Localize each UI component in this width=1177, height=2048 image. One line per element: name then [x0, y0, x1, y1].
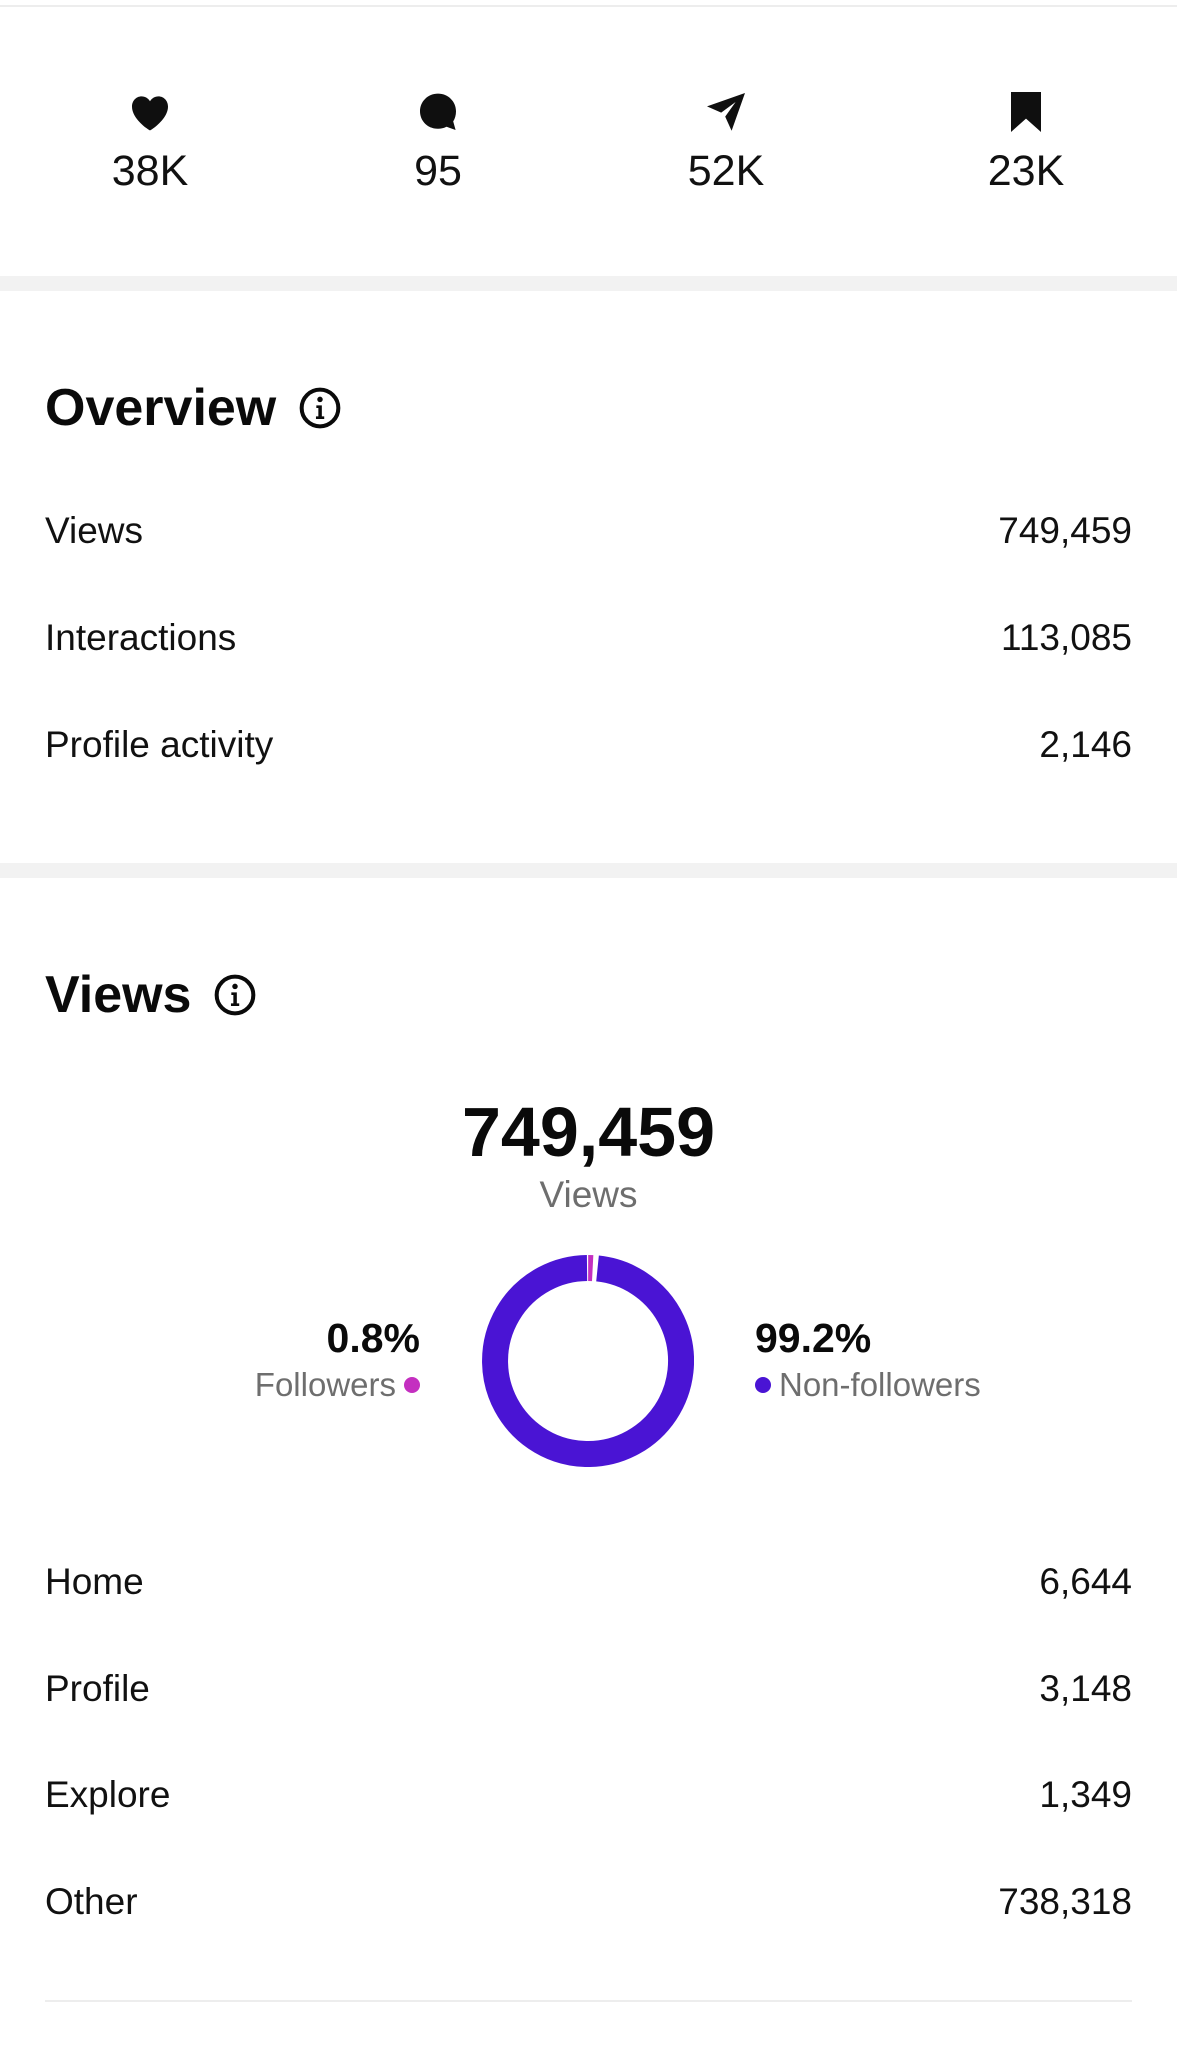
row-value: 749,459 [998, 510, 1132, 551]
comments-stat[interactable]: 95 [338, 88, 538, 196]
info-icon[interactable] [213, 973, 257, 1017]
bottom-divider [45, 2000, 1132, 2002]
saves-stat[interactable]: 23K [926, 88, 1126, 196]
overview-row-profile-activity[interactable]: Profile activity 2,146 [45, 720, 1132, 770]
views-total: 749,459 [461, 1093, 716, 1171]
non-followers-arc [482, 1255, 694, 1467]
likes-count: 38K [111, 147, 189, 195]
row-label: Interactions [45, 617, 237, 658]
views-heading: Views [45, 965, 257, 1025]
heart-icon [132, 96, 168, 131]
saves-count: 23K [987, 147, 1065, 195]
views-title: Views [45, 966, 192, 1024]
non-followers-dot [755, 1377, 771, 1393]
overview-row-views[interactable]: Views 749,459 [45, 506, 1132, 556]
info-icon[interactable] [298, 386, 342, 430]
row-label: Home [45, 1561, 144, 1602]
engagement-stats-row: 38K 95 52K 23K [0, 88, 1177, 218]
row-value: 6,644 [1039, 1561, 1132, 1602]
non-followers-legend: 99.2% Non-followers [755, 1313, 981, 1407]
top-divider [0, 5, 1177, 7]
followers-percent: 0.8% [326, 1315, 420, 1361]
views-source-row-home[interactable]: Home 6,644 [45, 1557, 1132, 1607]
non-followers-percent: 99.2% [755, 1315, 872, 1361]
followers-label: Followers [254, 1366, 396, 1403]
non-followers-label-row: Non-followers [755, 1363, 981, 1407]
shares-stat[interactable]: 52K [626, 88, 826, 196]
non-followers-label: Non-followers [779, 1366, 981, 1403]
likes-stat[interactable]: 38K [50, 88, 250, 196]
section-divider [0, 276, 1177, 291]
views-donut-chart [482, 1255, 694, 1467]
followers-dot [404, 1377, 420, 1393]
row-label: Profile activity [45, 724, 274, 765]
row-value: 738,318 [998, 1881, 1132, 1922]
shares-count: 52K [687, 147, 765, 195]
share-icon [707, 93, 745, 131]
row-value: 1,349 [1039, 1774, 1132, 1815]
row-value: 113,085 [1001, 617, 1132, 658]
comment-icon [420, 93, 456, 130]
followers-legend: 0.8% Followers [255, 1313, 420, 1407]
comments-count: 95 [414, 147, 462, 195]
row-label: Explore [45, 1774, 171, 1815]
row-label: Views [45, 510, 144, 551]
overview-row-interactions[interactable]: Interactions 113,085 [45, 613, 1132, 663]
row-label: Other [45, 1881, 138, 1922]
section-divider [0, 863, 1177, 878]
views-source-row-profile[interactable]: Profile 3,148 [45, 1664, 1132, 1714]
bookmark-icon [1011, 92, 1041, 132]
row-label: Profile [45, 1668, 150, 1709]
row-value: 3,148 [1039, 1668, 1132, 1709]
overview-title: Overview [45, 379, 277, 437]
overview-heading: Overview [45, 378, 342, 438]
views-source-row-other[interactable]: Other 738,318 [45, 1877, 1132, 1927]
row-value: 2,146 [1039, 724, 1132, 765]
views-total-caption: Views [539, 1174, 638, 1215]
followers-label-row: Followers [255, 1363, 420, 1407]
views-source-row-explore[interactable]: Explore 1,349 [45, 1770, 1132, 1820]
